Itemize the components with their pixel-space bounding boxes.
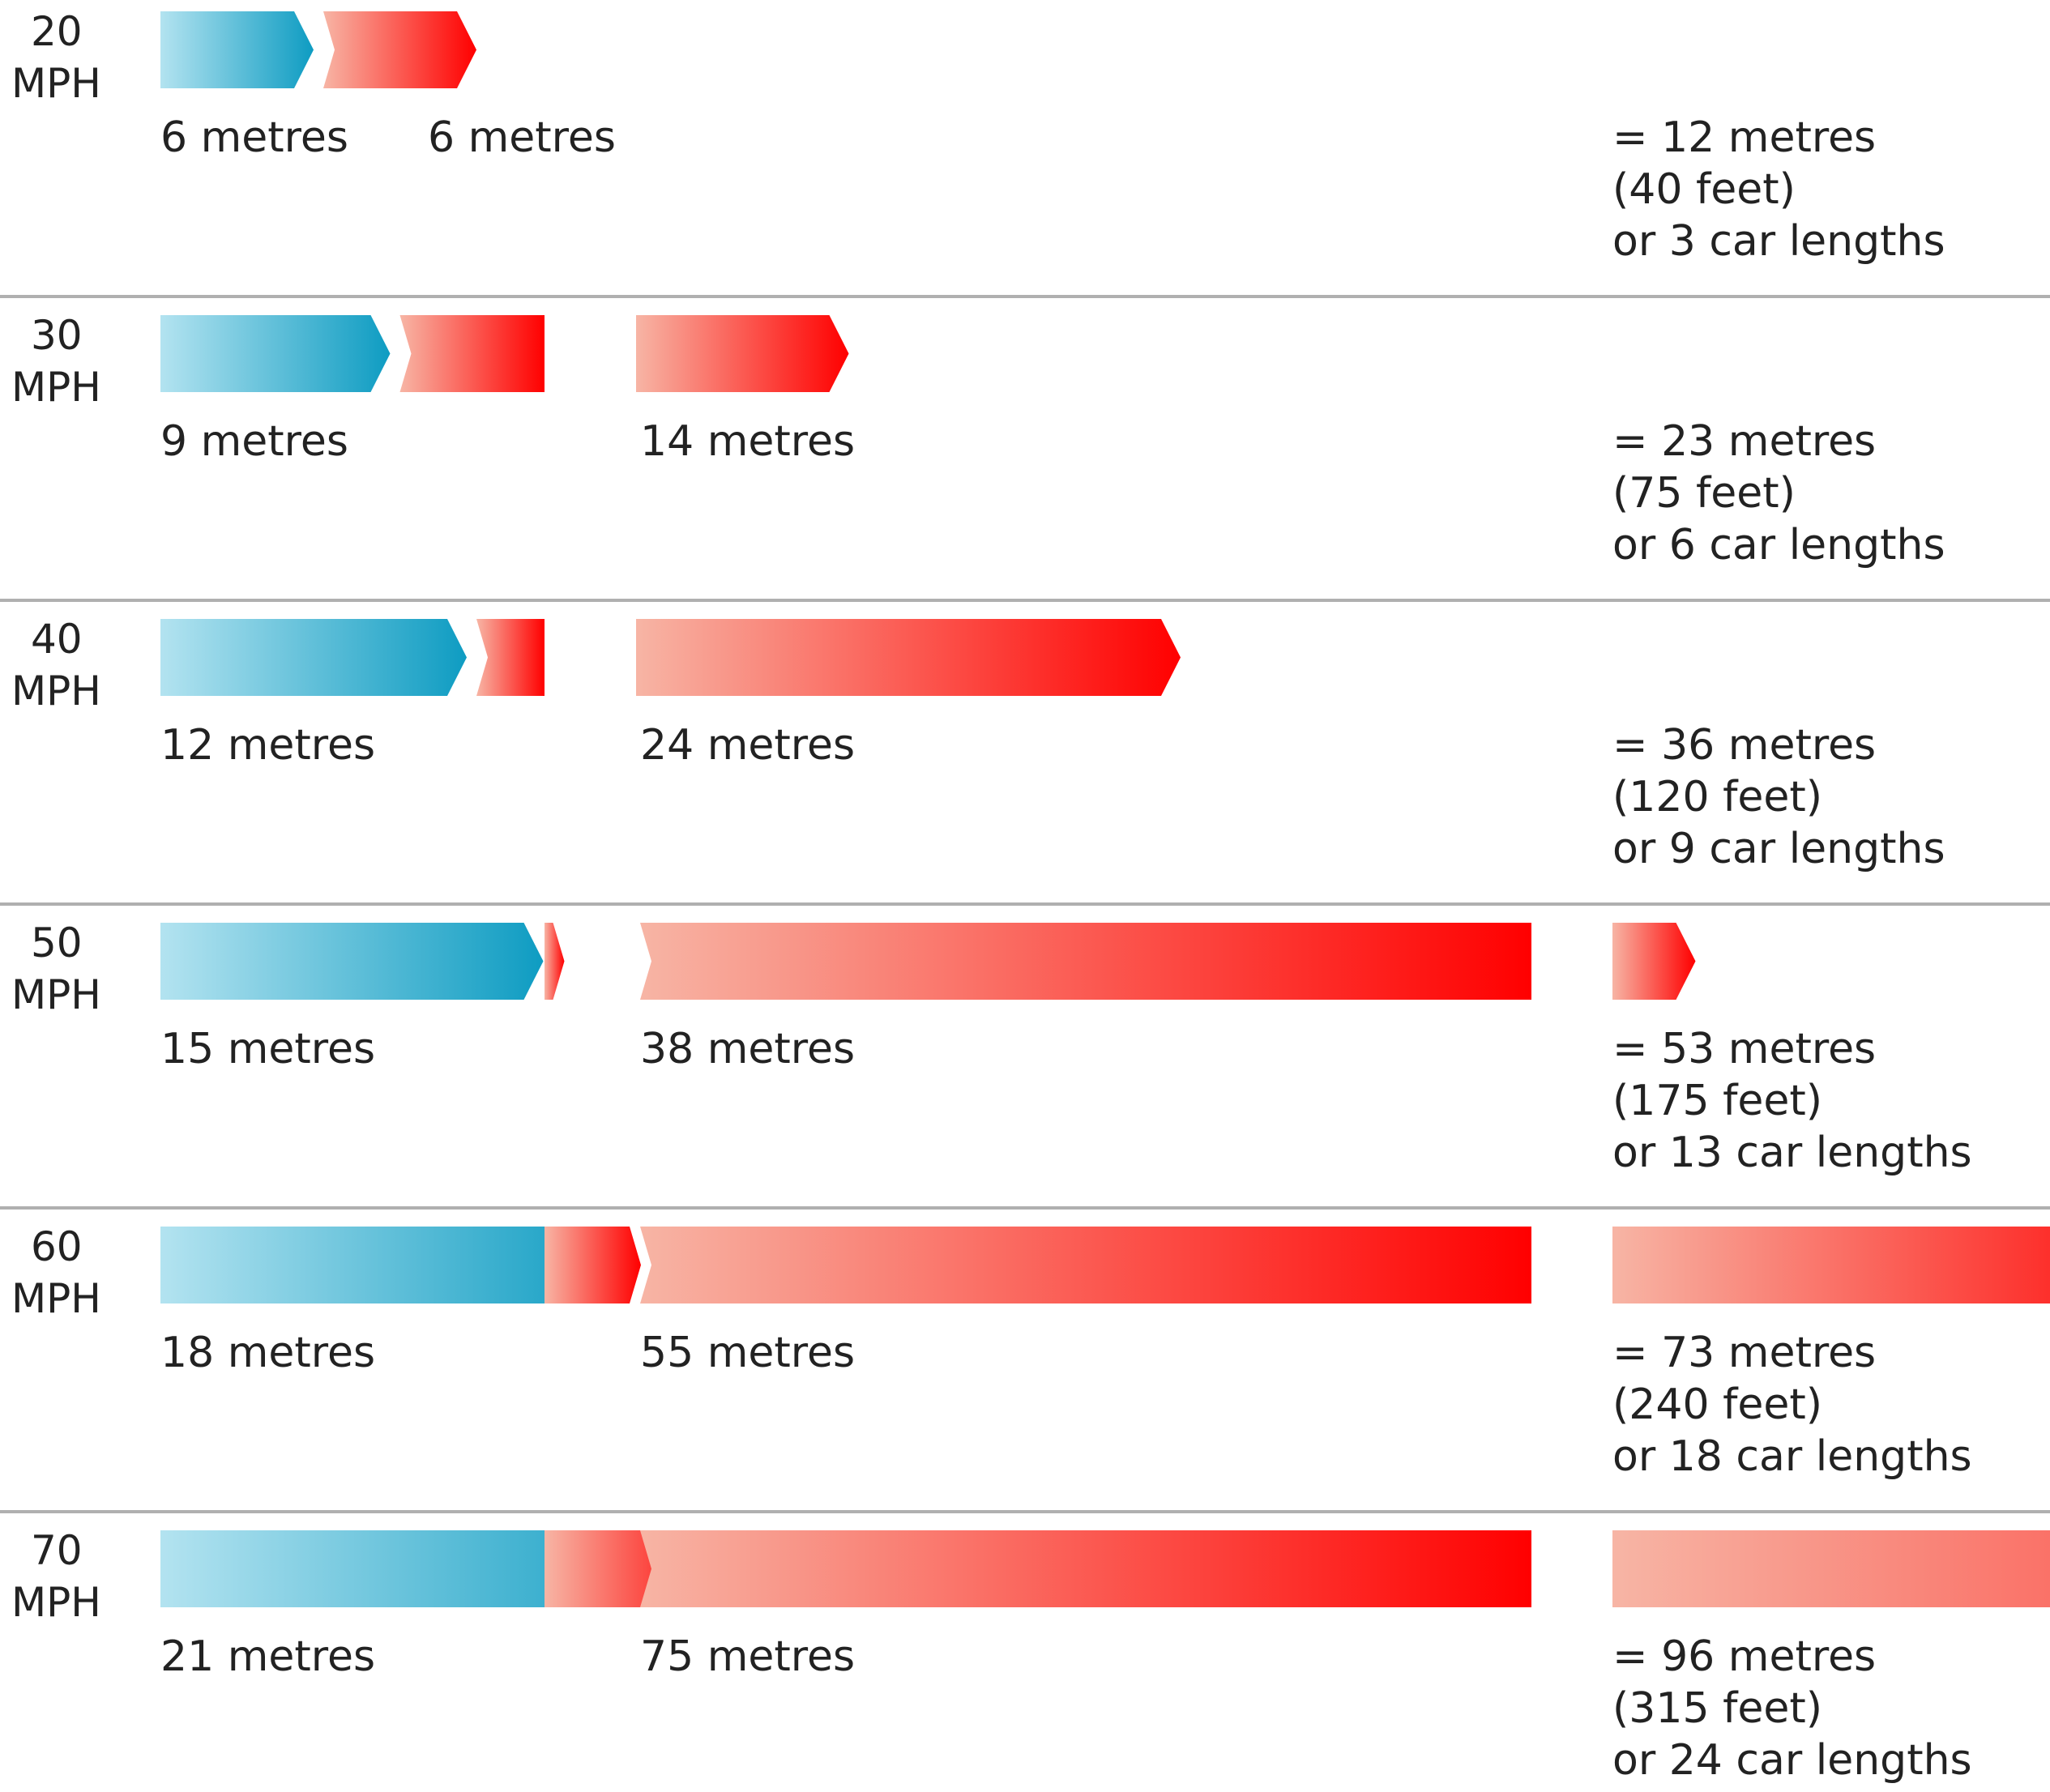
total-distance-feet: (120 feet) — [1612, 773, 1822, 821]
total-distance-feet: (40 feet) — [1612, 165, 1796, 214]
thinking-distance-bar — [160, 619, 467, 696]
thinking-distance-bar — [160, 11, 314, 88]
thinking-distance-label: 9 metres — [160, 417, 348, 466]
thinking-distance-label: 12 metres — [160, 721, 375, 770]
total-distance-metres: = 73 metres — [1612, 1329, 1876, 1377]
braking-distance-bar — [323, 11, 476, 88]
speed-unit: MPH — [11, 60, 101, 107]
thinking-distance-label: 6 metres — [160, 113, 348, 162]
speed-value: 40 — [31, 616, 83, 663]
total-distance-metres: = 23 metres — [1612, 417, 1876, 466]
braking-distance-bar — [1612, 1227, 2050, 1303]
braking-distance-bar — [1612, 923, 1696, 1000]
total-car-lengths: or 13 car lengths — [1612, 1129, 1972, 1177]
speed-unit: MPH — [11, 668, 101, 715]
total-distance-feet: (315 feet) — [1612, 1684, 1822, 1733]
braking-distance-bar — [640, 923, 1531, 1000]
total-car-lengths: or 6 car lengths — [1612, 521, 1945, 570]
thinking-distance-bar — [160, 315, 391, 392]
braking-distance-bar — [545, 1227, 641, 1303]
braking-distance-label: 55 metres — [640, 1329, 855, 1377]
braking-distance-bar — [640, 1227, 1531, 1303]
braking-distance-label: 14 metres — [640, 417, 855, 466]
total-car-lengths: or 9 car lengths — [1612, 825, 1945, 873]
braking-distance-label: 24 metres — [640, 721, 855, 770]
total-car-lengths: or 24 car lengths — [1612, 1736, 1972, 1785]
braking-distance-bar — [640, 1530, 1531, 1607]
thinking-distance-label: 21 metres — [160, 1632, 375, 1681]
speed-unit: MPH — [11, 1579, 101, 1626]
speed-value: 50 — [31, 919, 83, 966]
braking-distance-label: 6 metres — [428, 113, 616, 162]
total-distance-metres: = 12 metres — [1612, 113, 1876, 162]
total-car-lengths: or 18 car lengths — [1612, 1432, 1972, 1481]
speed-unit: MPH — [11, 971, 101, 1018]
thinking-distance-bar — [160, 923, 544, 1000]
braking-distance-bar — [399, 315, 545, 392]
thinking-distance-label: 15 metres — [160, 1025, 375, 1073]
speed-value: 70 — [31, 1527, 83, 1574]
speed-value: 60 — [31, 1223, 83, 1270]
braking-distance-bar — [636, 315, 849, 392]
braking-distance-bar — [636, 619, 1181, 696]
braking-distance-label: 38 metres — [640, 1025, 855, 1073]
total-distance-feet: (240 feet) — [1612, 1380, 1822, 1429]
speed-value: 30 — [31, 312, 83, 359]
total-distance-metres: = 53 metres — [1612, 1025, 1876, 1073]
thinking-distance-label: 18 metres — [160, 1329, 375, 1377]
braking-distance-bar — [1612, 1530, 2050, 1607]
total-car-lengths: or 3 car lengths — [1612, 217, 1945, 266]
total-distance-feet: (175 feet) — [1612, 1077, 1822, 1125]
braking-distance-label: 75 metres — [640, 1632, 855, 1681]
total-distance-metres: = 36 metres — [1612, 721, 1876, 770]
total-distance-metres: = 96 metres — [1612, 1632, 1876, 1681]
speed-value: 20 — [31, 8, 83, 55]
braking-distance-bar — [545, 923, 565, 1000]
speed-unit: MPH — [11, 364, 101, 411]
thinking-distance-bar — [160, 1227, 620, 1303]
total-distance-feet: (75 feet) — [1612, 469, 1796, 518]
speed-unit: MPH — [11, 1275, 101, 1322]
braking-distance-bar — [476, 619, 545, 696]
